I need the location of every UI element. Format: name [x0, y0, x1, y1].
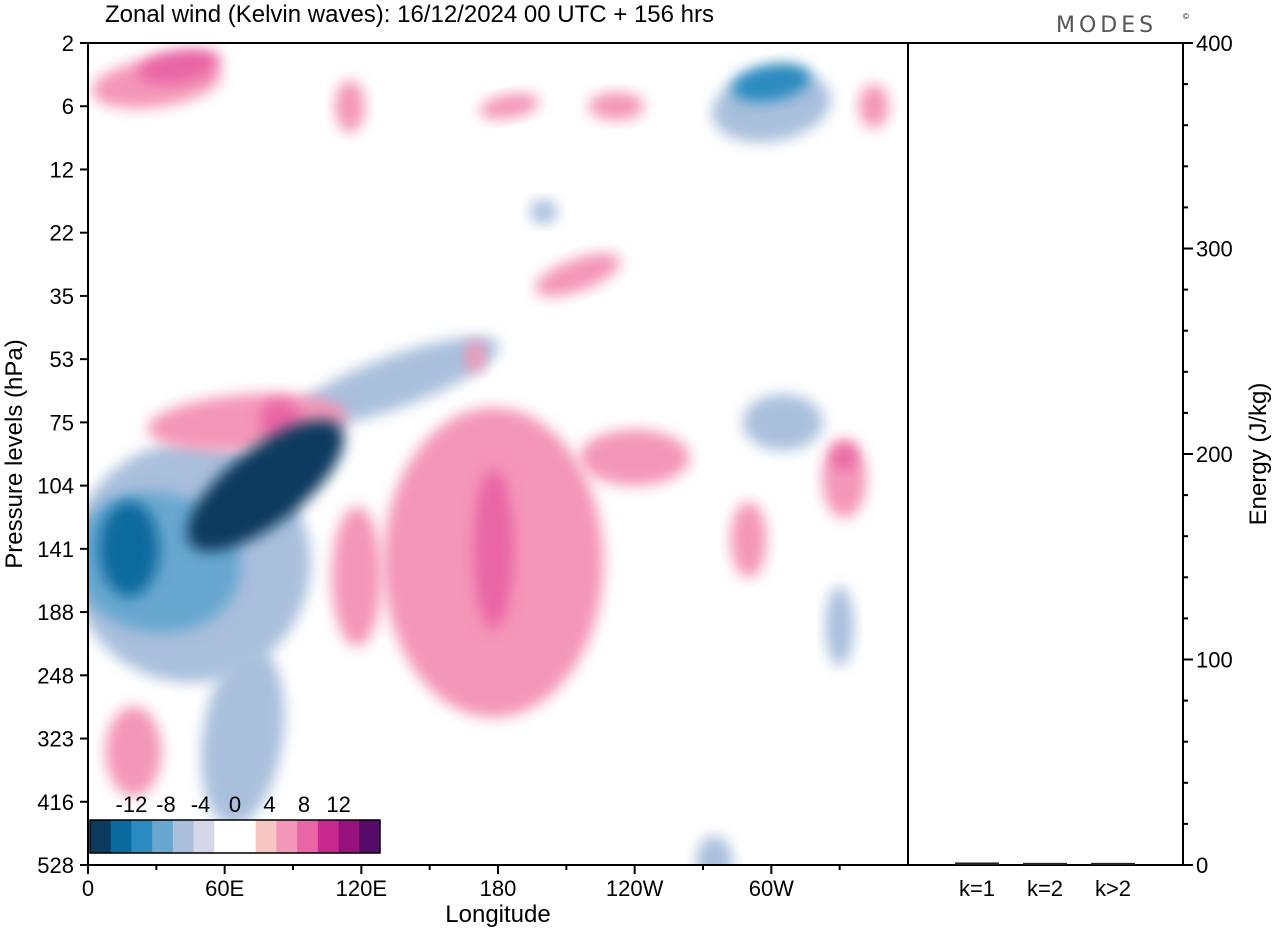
pressure-tick-label: 141 [37, 537, 74, 562]
brand-mark: © [1183, 12, 1189, 21]
easterly-anomaly [825, 586, 854, 667]
westerly-anomaly [105, 706, 162, 797]
pressure-tick-label: 53 [50, 347, 74, 372]
westerly-anomaly [730, 501, 767, 578]
wavenumber-axis: k=1 k=2 k>2 [959, 876, 1131, 901]
longitude-tick-label: 120E [336, 876, 387, 901]
pressure-tick-label: 75 [50, 410, 74, 435]
energy-tick-label: 200 [1196, 442, 1233, 467]
colorbar-swatch [193, 820, 215, 853]
longitude-axis: 0 60E 120E 180 120W 60W [82, 865, 841, 901]
energy-bar [1091, 862, 1135, 865]
easterly-anomaly [187, 419, 345, 552]
westerly-anomaly [832, 445, 857, 470]
easterly-anomaly [742, 394, 823, 451]
colorbar-swatch [297, 820, 319, 853]
energy-axis-label: Energy (J/kg) [1245, 383, 1272, 526]
wavenumber-label: k=2 [1027, 876, 1063, 901]
colorbar-swatch [255, 820, 277, 853]
pressure-tick-label: 104 [37, 474, 74, 499]
y-axis-label: Pressure levels (hPa) [1, 339, 28, 568]
pressure-tick-label: 35 [50, 284, 74, 309]
colorbar-swatch [131, 820, 153, 853]
chart-title: Zonal wind (Kelvin waves): 16/12/2024 00… [105, 1, 714, 28]
colorbar-swatch [359, 820, 381, 853]
colorbar-swatch [338, 820, 360, 853]
easterly-anomaly [731, 63, 811, 102]
westerly-anomaly [588, 92, 645, 121]
wavenumber-label: k>2 [1095, 876, 1131, 901]
colorbar-swatch [90, 820, 112, 853]
westerly-anomaly [465, 340, 486, 373]
easterly-anomaly [201, 647, 285, 826]
colorbar-label: -12 [116, 792, 148, 817]
westerly-anomaly [579, 429, 690, 486]
colorbar-swatch [110, 820, 132, 853]
westerly-anomaly [473, 468, 514, 629]
westerly-anomaly [535, 253, 621, 297]
x-axis-label: Longitude [445, 901, 550, 928]
westerly-anomaly [858, 84, 889, 129]
easterly-anomaly [696, 835, 733, 865]
energy-bar [1023, 862, 1067, 865]
energy-bar [955, 862, 999, 865]
pressure-tick-label: 416 [37, 790, 74, 815]
energy-tick-label: 100 [1196, 648, 1233, 673]
colorbar-label: 12 [326, 792, 350, 817]
energy-tick-label: 0 [1196, 853, 1208, 878]
brand-logo: MODES [1056, 13, 1157, 38]
colorbar-legend: -12 -8 -4 0 4 8 12 [89, 792, 381, 854]
pressure-tick-label: 22 [50, 221, 74, 246]
longitude-tick-label: 120W [606, 876, 664, 901]
colorbar-label: -4 [191, 792, 211, 817]
pressure-axis: 2 6 12 22 35 53 75 104 141 188 248 323 416 528 [37, 31, 88, 878]
energy-frame [907, 42, 1184, 866]
westerly-anomaly [334, 80, 365, 133]
longitude-tick-label: 180 [480, 876, 517, 901]
pressure-tick-label: 248 [37, 663, 74, 688]
pressure-tick-label: 12 [50, 157, 74, 182]
pressure-tick-label: 2 [62, 31, 74, 56]
colorbar-label: 4 [263, 792, 275, 817]
longitude-tick-label: 60E [205, 876, 244, 901]
colorbar-frame [89, 819, 381, 854]
wind-contour-field [88, 48, 889, 865]
pressure-tick-label: 323 [37, 727, 74, 752]
pressure-tick-label: 6 [62, 94, 74, 119]
colorbar-swatch [172, 820, 195, 853]
colorbar-swatch [152, 820, 174, 853]
colorbar-swatch [276, 820, 298, 853]
westerly-anomaly [479, 93, 540, 120]
pressure-tick-label: 528 [37, 853, 74, 878]
energy-tick-label: 400 [1196, 31, 1233, 56]
colorbar-swatch [317, 820, 340, 853]
colorbar-swatch [214, 820, 236, 853]
colorbar-swatch [235, 820, 257, 853]
pressure-tick-label: 188 [37, 600, 74, 625]
heatmap-panel: 2 6 12 22 35 53 75 104 141 188 248 323 416 528 0 60E 12… [1, 31, 909, 928]
wavenumber-label: k=1 [959, 876, 995, 901]
energy-tick-label: 300 [1196, 237, 1233, 262]
longitude-tick-label: 0 [82, 876, 94, 901]
easterly-anomaly [529, 199, 558, 224]
colorbar-label: 0 [229, 792, 241, 817]
westerly-anomaly [137, 48, 221, 84]
colorbar-label: -8 [156, 792, 176, 817]
energy-bars [955, 862, 1135, 865]
easterly-anomaly [291, 336, 500, 427]
longitude-tick-label: 60W [749, 876, 794, 901]
westerly-anomaly [331, 506, 382, 647]
easterly-anomaly [99, 500, 159, 597]
colorbar-label: 8 [298, 792, 310, 817]
energy-panel: 0 100 200 300 400 k=1 k=2 k>2 Energy (J/kg) [907, 31, 1272, 901]
energy-axis: 0 100 200 300 400 [1183, 31, 1233, 878]
